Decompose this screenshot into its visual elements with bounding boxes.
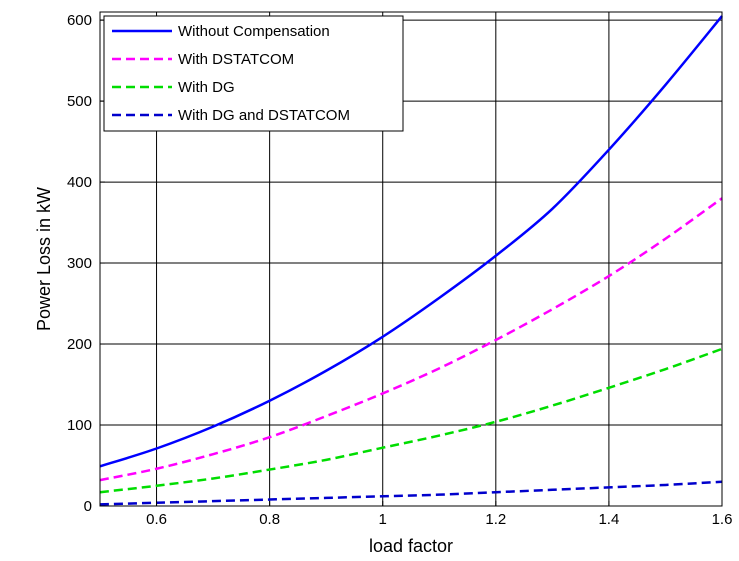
series-line-with-dg-and-dstatcom: [99, 480, 723, 506]
x-tick-label: 1.4: [598, 511, 619, 528]
series-line-with-dstatcom: [99, 197, 723, 482]
legend-label-with-dstatcom: With DSTATCOM: [178, 51, 294, 68]
legend-label-without-compensation: Without Compensation: [178, 23, 330, 40]
x-tick-label: 1: [379, 511, 387, 528]
y-tick-label: 400: [67, 174, 92, 191]
axis-ticks: 0.6 0.8 1 1.2 1.4 1.6 0 100 200 300 400 500 600: [67, 12, 732, 528]
x-tick-label: 1.6: [712, 511, 733, 528]
legend-label-with-dg-and-dstatcom: With DG and DSTATCOM: [178, 107, 350, 124]
series-lines: [99, 15, 723, 506]
y-tick-label: 500: [67, 93, 92, 110]
x-tick-label: 0.6: [146, 511, 167, 528]
legend-box: [103, 15, 404, 132]
series-line-with-dg: [99, 347, 723, 494]
y-axis-label: Power Loss in kW: [34, 187, 54, 331]
y-tick-label: 600: [67, 12, 92, 29]
y-tick-label: 300: [67, 255, 92, 272]
y-tick-label: 100: [67, 417, 92, 434]
legend: Without Compensation With DSTATCOM With …: [103, 15, 404, 132]
y-tick-label: 200: [67, 336, 92, 353]
x-axis-label: load factor: [369, 536, 453, 556]
x-tick-label: 1.2: [485, 511, 506, 528]
x-tick-label: 0.8: [259, 511, 280, 528]
legend-label-with-dg: With DG: [178, 79, 235, 96]
plot-frame: [99, 11, 723, 507]
series-line-without-compensation: [99, 15, 723, 468]
y-tick-label: 0: [84, 498, 92, 515]
